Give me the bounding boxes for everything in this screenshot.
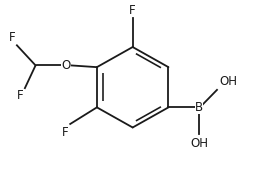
Text: OH: OH [190, 137, 208, 150]
Text: O: O [62, 59, 71, 72]
Text: F: F [62, 126, 68, 139]
Text: F: F [129, 4, 136, 17]
Text: OH: OH [220, 75, 238, 88]
Text: B: B [195, 101, 203, 114]
Text: F: F [9, 32, 16, 44]
Text: F: F [17, 89, 24, 102]
